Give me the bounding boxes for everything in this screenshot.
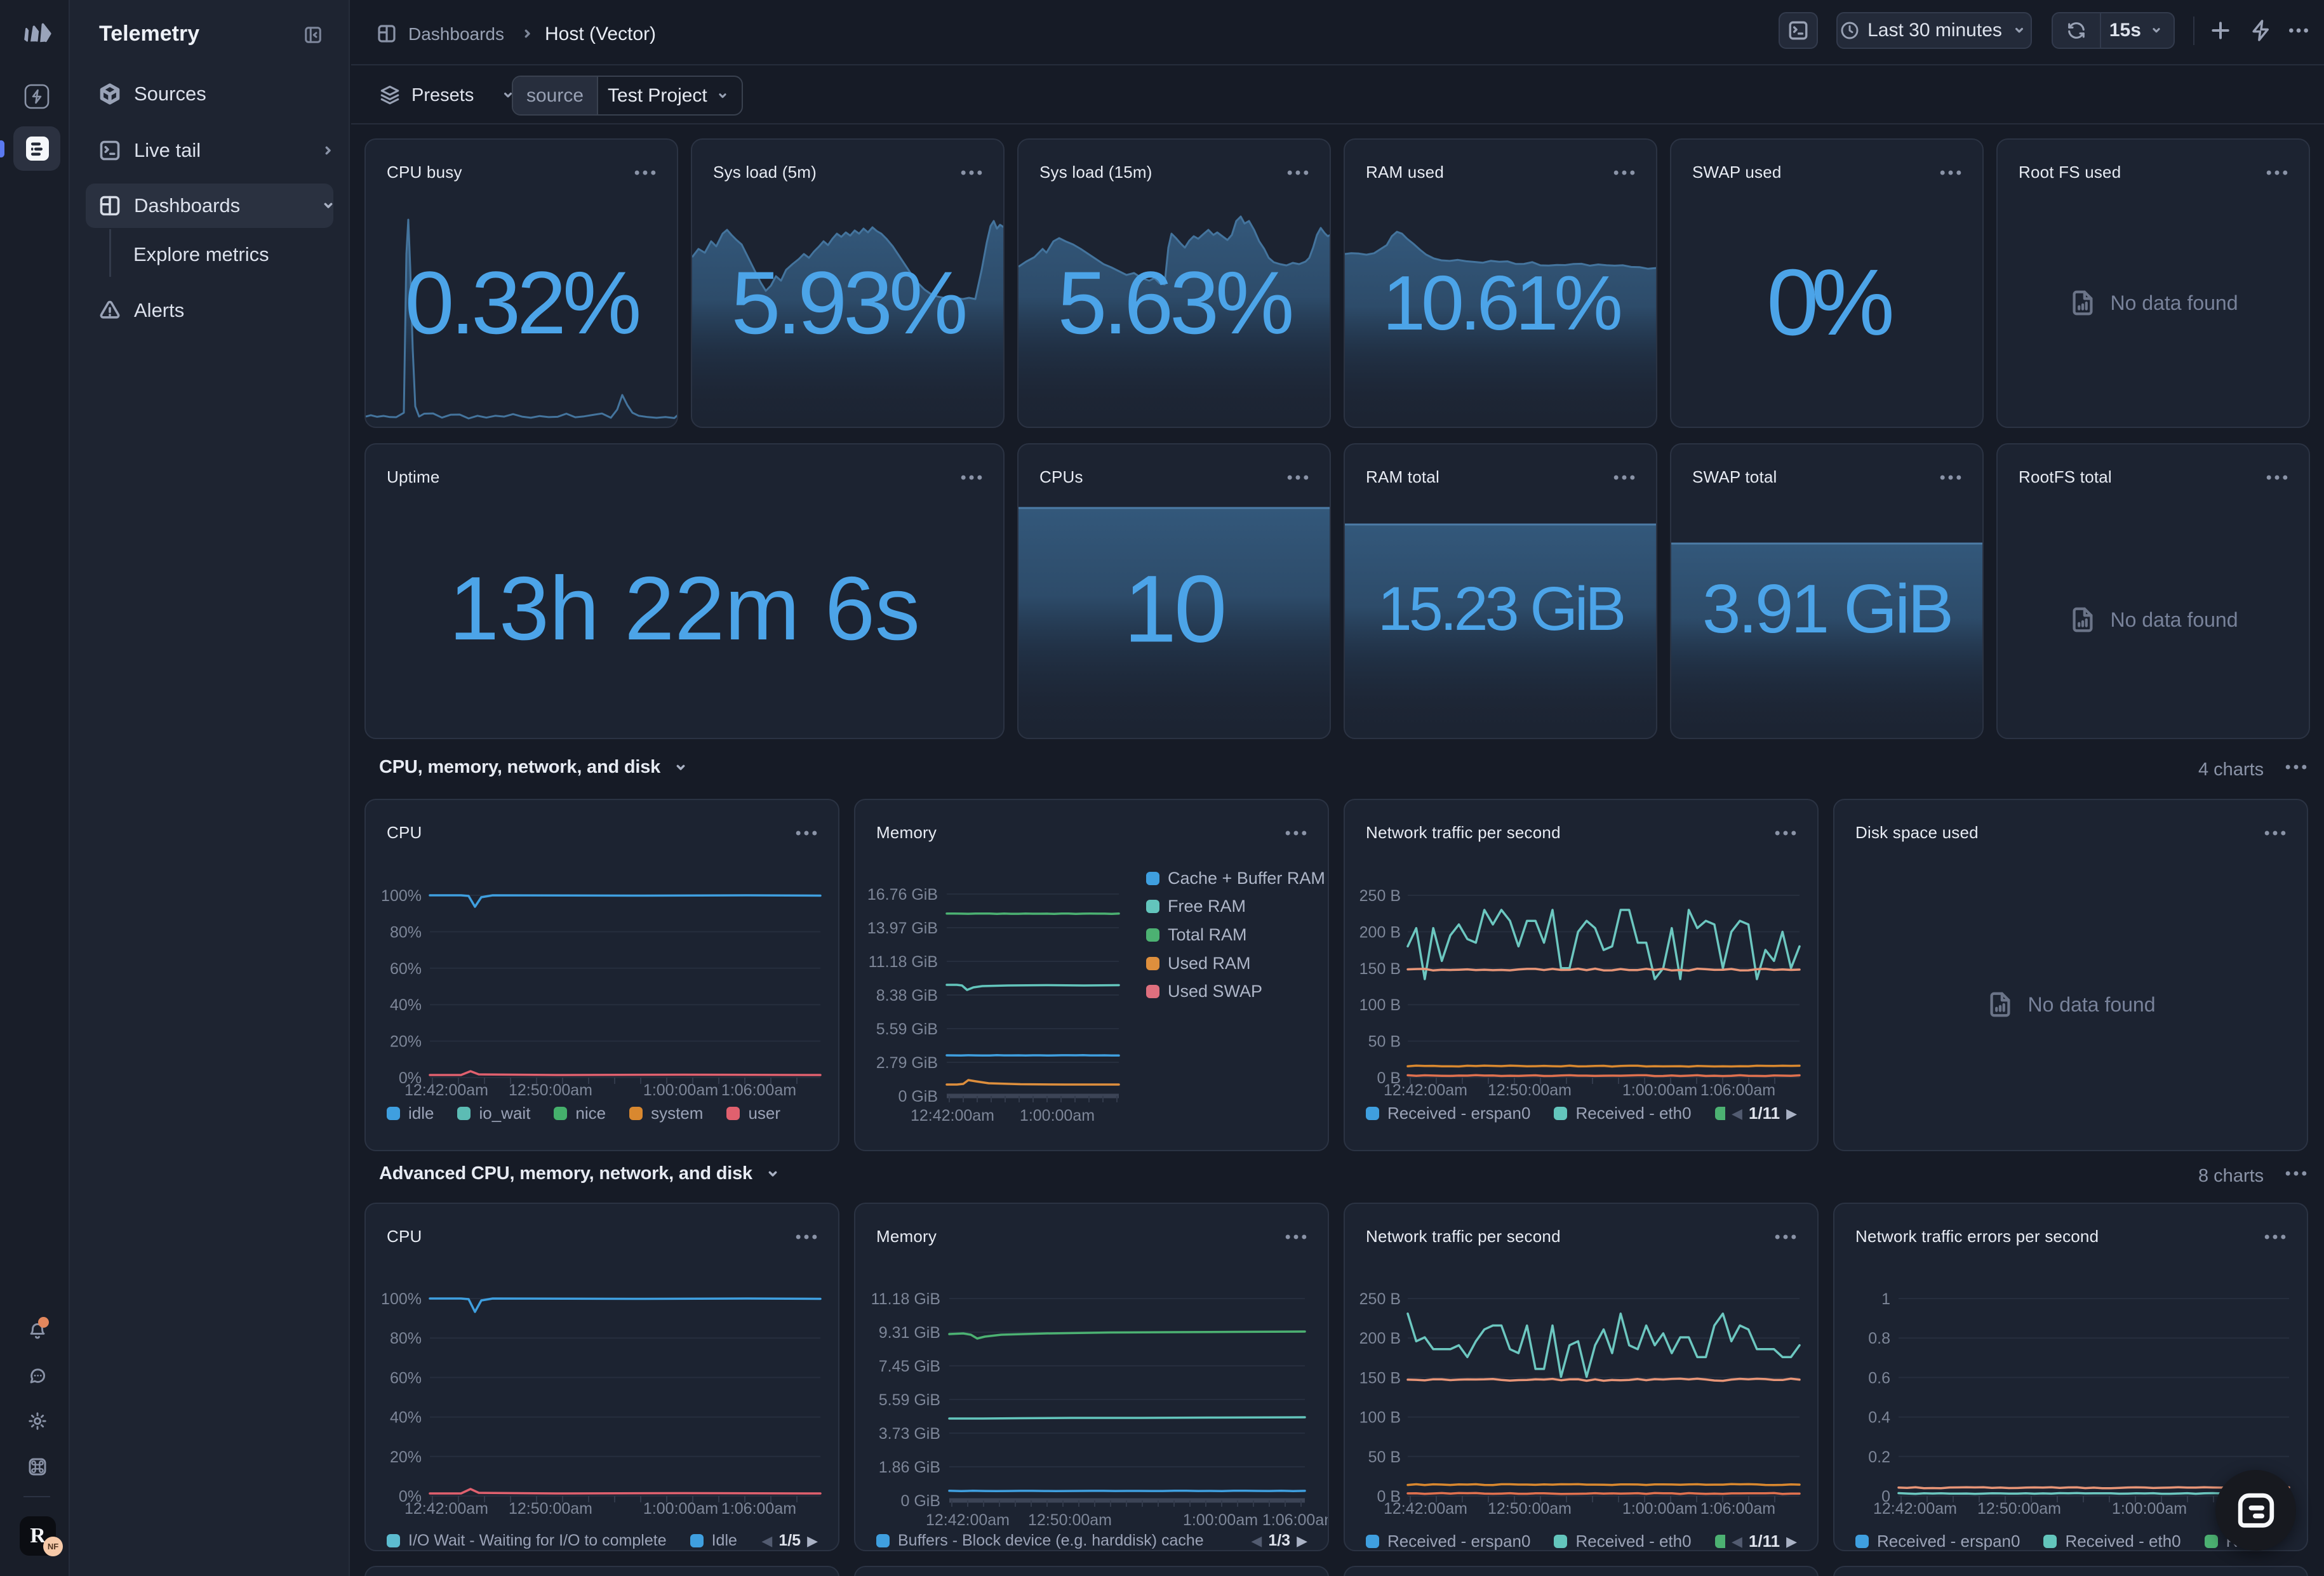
svg-text:1:06:00am: 1:06:00am <box>721 1081 796 1099</box>
svg-text:200 B: 200 B <box>1359 1330 1401 1347</box>
svg-text:1:00:00am: 1:00:00am <box>643 1081 718 1099</box>
svg-text:12:42:00am: 12:42:00am <box>1384 1081 1467 1099</box>
svg-text:12:50:00am: 12:50:00am <box>1977 1500 2061 1518</box>
svg-text:0.6: 0.6 <box>1868 1369 1890 1387</box>
svg-text:0.4: 0.4 <box>1868 1409 1890 1427</box>
svg-text:5.59 GiB: 5.59 GiB <box>879 1391 940 1409</box>
svg-text:12:50:00am: 12:50:00am <box>1028 1511 1112 1529</box>
svg-text:50 B: 50 B <box>1368 1448 1401 1466</box>
svg-text:12:42:00am: 12:42:00am <box>404 1081 488 1099</box>
svg-text:12:50:00am: 12:50:00am <box>509 1500 592 1518</box>
svg-text:0: 0 <box>1881 1488 1890 1506</box>
svg-text:100 B: 100 B <box>1359 996 1401 1014</box>
svg-text:1: 1 <box>1881 1290 1890 1308</box>
svg-text:1:06:00am: 1:06:00am <box>1700 1081 1775 1099</box>
svg-text:2.79 GiB: 2.79 GiB <box>876 1054 938 1072</box>
svg-text:0.8: 0.8 <box>1868 1330 1890 1347</box>
svg-text:250 B: 250 B <box>1359 1290 1401 1308</box>
svg-text:12:50:00am: 12:50:00am <box>1488 1500 1572 1518</box>
svg-text:11.18 GiB: 11.18 GiB <box>871 1290 940 1308</box>
svg-text:1:06:00am: 1:06:00am <box>1262 1511 1329 1529</box>
svg-text:1:00:00am: 1:00:00am <box>643 1500 718 1518</box>
svg-text:13.97 GiB: 13.97 GiB <box>867 919 938 937</box>
svg-text:100 B: 100 B <box>1359 1409 1401 1427</box>
svg-text:100%: 100% <box>381 1290 422 1308</box>
svg-text:12:42:00am: 12:42:00am <box>911 1107 994 1125</box>
svg-text:1:00:00am: 1:00:00am <box>1622 1081 1697 1099</box>
svg-text:1:00:00am: 1:00:00am <box>1622 1500 1697 1518</box>
svg-text:20%: 20% <box>390 1448 422 1466</box>
svg-text:200 B: 200 B <box>1359 923 1401 941</box>
svg-text:11.18 GiB: 11.18 GiB <box>869 953 938 971</box>
svg-text:7.45 GiB: 7.45 GiB <box>879 1358 940 1375</box>
svg-text:60%: 60% <box>390 1369 422 1387</box>
svg-text:0 GiB: 0 GiB <box>900 1492 940 1510</box>
svg-text:3.73 GiB: 3.73 GiB <box>879 1425 940 1443</box>
svg-text:1:00:00am: 1:00:00am <box>1183 1511 1258 1529</box>
svg-text:12:50:00am: 12:50:00am <box>509 1081 592 1099</box>
svg-text:20%: 20% <box>390 1033 422 1051</box>
svg-text:150 B: 150 B <box>1359 1369 1401 1387</box>
svg-text:40%: 40% <box>390 1409 422 1427</box>
svg-text:1:06:00am: 1:06:00am <box>1700 1500 1775 1518</box>
svg-text:9.31 GiB: 9.31 GiB <box>879 1324 940 1342</box>
svg-text:5.59 GiB: 5.59 GiB <box>876 1020 938 1038</box>
svg-text:1.86 GiB: 1.86 GiB <box>879 1459 940 1476</box>
svg-text:12:50:00am: 12:50:00am <box>1488 1081 1572 1099</box>
svg-text:8.38 GiB: 8.38 GiB <box>876 987 938 1005</box>
svg-text:12:42:00am: 12:42:00am <box>1873 1500 1957 1518</box>
svg-text:100%: 100% <box>381 887 422 905</box>
svg-text:1:06:00am: 1:06:00am <box>721 1500 796 1518</box>
svg-text:1:00:00am: 1:00:00am <box>2112 1500 2187 1518</box>
svg-text:16.76 GiB: 16.76 GiB <box>867 886 938 904</box>
svg-text:60%: 60% <box>390 960 422 978</box>
svg-text:12:42:00am: 12:42:00am <box>926 1511 1010 1529</box>
svg-text:0%: 0% <box>399 1069 422 1087</box>
svg-text:1:00:00am: 1:00:00am <box>1020 1107 1095 1125</box>
svg-text:12:42:00am: 12:42:00am <box>1384 1500 1467 1518</box>
svg-text:0 B: 0 B <box>1377 1069 1401 1087</box>
svg-text:12:42:00am: 12:42:00am <box>404 1500 488 1518</box>
svg-text:80%: 80% <box>390 923 422 941</box>
svg-text:0 GiB: 0 GiB <box>898 1088 938 1105</box>
svg-text:50 B: 50 B <box>1368 1033 1401 1051</box>
svg-text:80%: 80% <box>390 1330 422 1347</box>
svg-text:0%: 0% <box>399 1488 422 1506</box>
svg-text:150 B: 150 B <box>1359 960 1401 978</box>
svg-text:0 B: 0 B <box>1377 1488 1401 1506</box>
svg-text:0.2: 0.2 <box>1868 1448 1890 1466</box>
svg-text:40%: 40% <box>390 996 422 1014</box>
svg-text:250 B: 250 B <box>1359 887 1401 905</box>
